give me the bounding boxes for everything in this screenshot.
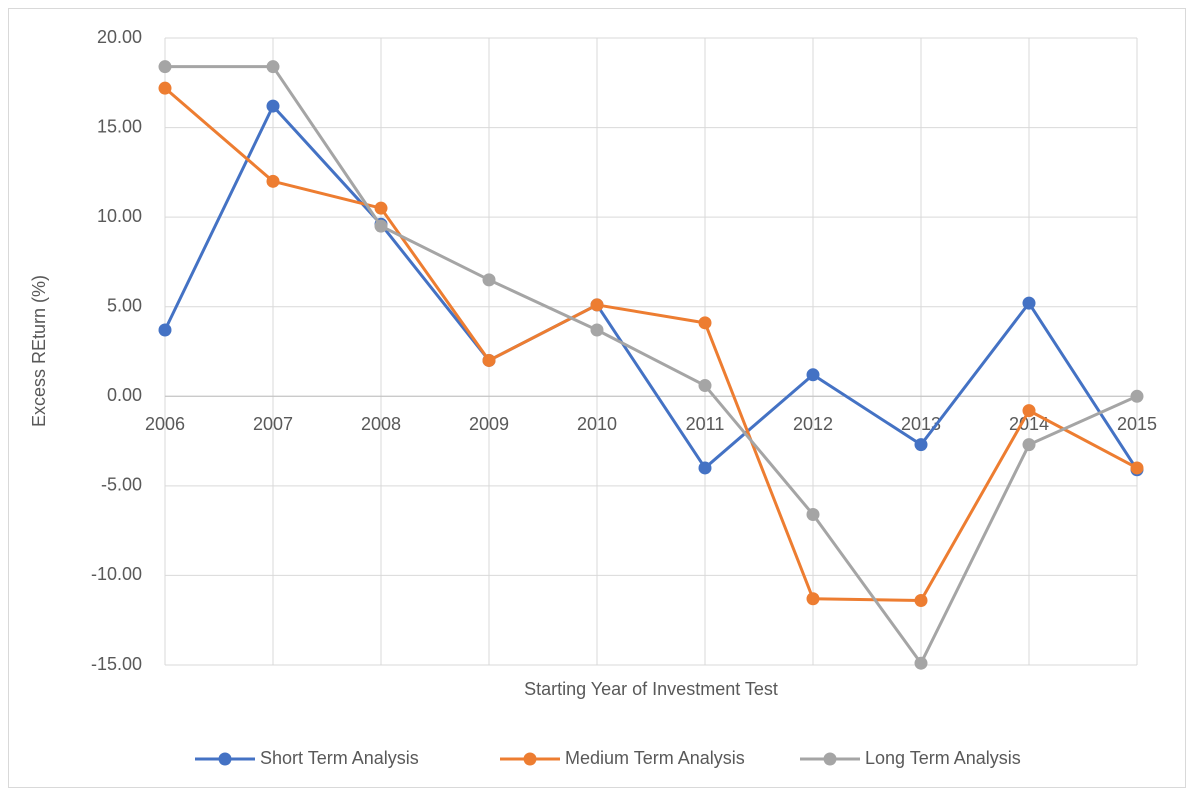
legend-label: Short Term Analysis xyxy=(260,748,419,768)
y-tick-label: -15.00 xyxy=(91,654,142,674)
x-tick-label: 2006 xyxy=(145,414,185,434)
y-tick-label: -5.00 xyxy=(101,475,142,495)
y-axis-title: Excess REturn (%) xyxy=(29,275,49,427)
legend-label: Medium Term Analysis xyxy=(565,748,745,768)
x-tick-label: 2009 xyxy=(469,414,509,434)
data-point xyxy=(158,323,172,337)
y-tick-label: 10.00 xyxy=(97,206,142,226)
data-point xyxy=(482,353,496,367)
series-line xyxy=(165,65,1138,665)
data-point xyxy=(698,461,712,475)
data-point xyxy=(698,316,712,330)
data-point xyxy=(590,298,604,312)
data-point xyxy=(914,656,928,670)
legend-marker xyxy=(523,752,537,766)
y-tick-label: 20.00 xyxy=(97,27,142,47)
data-point xyxy=(590,323,604,337)
x-tick-label: 2010 xyxy=(577,414,617,434)
data-point xyxy=(374,201,388,215)
y-tick-label: 0.00 xyxy=(107,385,142,405)
y-tick-label: -10.00 xyxy=(91,564,142,584)
legend-label: Long Term Analysis xyxy=(865,748,1021,768)
data-point xyxy=(266,99,280,113)
data-point xyxy=(1022,404,1036,418)
data-point xyxy=(374,219,388,233)
legend-marker xyxy=(823,752,837,766)
data-point xyxy=(914,594,928,608)
data-point xyxy=(158,60,172,74)
data-point xyxy=(806,368,820,382)
data-point xyxy=(806,592,820,606)
data-point xyxy=(266,174,280,188)
series-line xyxy=(164,87,1138,603)
data-point xyxy=(1022,296,1036,310)
data-point xyxy=(698,379,712,393)
series-line xyxy=(163,104,1139,471)
data-point xyxy=(1130,389,1144,403)
data-point xyxy=(158,81,172,95)
x-tick-label: 2015 xyxy=(1117,414,1157,434)
data-point xyxy=(806,508,820,522)
data-point xyxy=(482,273,496,287)
data-point xyxy=(266,60,280,74)
x-tick-label: 2007 xyxy=(253,414,293,434)
y-tick-label: 5.00 xyxy=(107,295,142,315)
x-tick-label: 2011 xyxy=(686,414,725,434)
data-point xyxy=(1022,438,1036,452)
data-point xyxy=(1130,461,1144,475)
legend-marker xyxy=(218,752,232,766)
data-point xyxy=(914,438,928,452)
x-tick-label: 2013 xyxy=(901,414,941,434)
x-tick-label: 2012 xyxy=(793,414,833,434)
x-tick-label: 2008 xyxy=(361,414,401,434)
y-tick-label: 15.00 xyxy=(97,116,142,136)
x-axis-title: Starting Year of Investment Test xyxy=(524,679,778,699)
